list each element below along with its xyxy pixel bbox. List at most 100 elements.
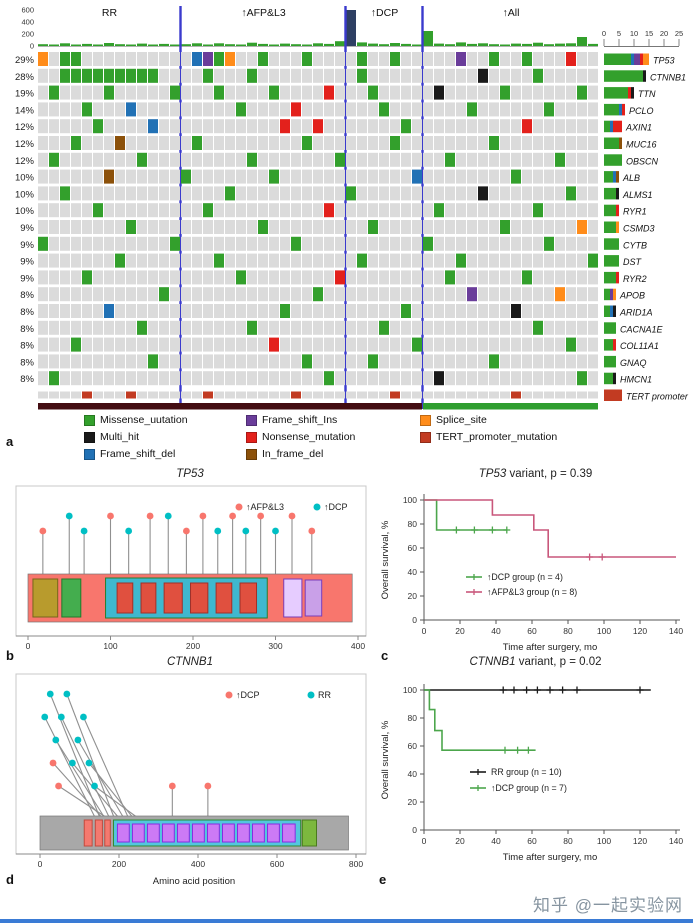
oncoprint-cell xyxy=(269,152,279,167)
gene-name: CSMD3 xyxy=(623,224,655,234)
oncoprint-cell xyxy=(104,320,114,335)
oncoprint-cell xyxy=(225,203,235,218)
oncoprint-mutation-cell xyxy=(115,68,125,83)
oncoprint-cell xyxy=(511,253,521,268)
oncoprint-cell xyxy=(126,203,136,218)
oncoprint-cell xyxy=(412,320,422,335)
oncoprint-cell xyxy=(247,102,257,117)
oncoprint-cell xyxy=(104,119,114,134)
panel-d: CTNNB1 0 200 400 600 800 ↑DCP RR Amino acid pos… xyxy=(4,656,376,892)
oncoprint-cell xyxy=(247,136,257,150)
oncoprint-cell xyxy=(511,186,521,201)
oncoprint-cell xyxy=(280,287,290,302)
oncoprint-mutation-cell xyxy=(269,85,279,100)
tmb-bar xyxy=(71,44,81,46)
oncoprint-cell xyxy=(511,152,521,167)
oncoprint-cell xyxy=(434,236,444,251)
oncoprint-cell xyxy=(544,85,554,100)
oncoprint-cell xyxy=(93,220,103,234)
oncoprint-mutation-cell xyxy=(544,102,554,117)
oncoprint-cell xyxy=(247,236,257,251)
oncoprint-cell xyxy=(269,220,279,234)
oncoprint-cell xyxy=(445,236,455,251)
oncoprint-cell xyxy=(368,287,378,302)
lollipop-title-ctnnb1: CTNNB1 xyxy=(4,656,376,668)
oncoprint-cell xyxy=(126,136,136,150)
oncoprint-cell xyxy=(225,270,235,285)
oncoprint-cell xyxy=(412,119,422,134)
oncoprint-cell xyxy=(280,203,290,218)
oncoprint-cell xyxy=(390,186,400,201)
oncoprint-mutation-cell xyxy=(214,85,224,100)
oncoprint-cell xyxy=(137,354,147,369)
oncoprint-cell xyxy=(335,52,345,66)
oncoprint-cell xyxy=(115,304,125,318)
legend-label: TERT_promoter_mutation xyxy=(436,431,558,443)
oncoprint-cell xyxy=(577,354,587,369)
oncoprint-cell xyxy=(533,85,543,100)
oncoprint-cell xyxy=(38,320,48,335)
oncoprint-mutation-cell xyxy=(456,253,466,268)
oncoprint-cell xyxy=(412,253,422,268)
oncoprint-cell xyxy=(137,102,147,117)
oncoprint-cell xyxy=(566,371,576,386)
oncoprint-cell xyxy=(357,203,367,218)
oncoprint-cell xyxy=(456,320,466,335)
oncoprint-cell xyxy=(368,236,378,251)
oncoprint-cell xyxy=(511,220,521,234)
oncoprint-cell xyxy=(346,253,356,268)
oncoprint-cell xyxy=(38,270,48,285)
oncoprint-cell xyxy=(302,68,312,83)
gene-count-bar xyxy=(622,103,625,116)
tmb-bar xyxy=(115,44,125,46)
oncoprint-cell xyxy=(60,253,70,268)
oncoprint-cell xyxy=(159,220,169,234)
gene-count-bar xyxy=(604,372,613,385)
oncoprint-cell xyxy=(555,354,565,369)
legend-item: Missense_uutation xyxy=(84,414,242,426)
gene-percent: 8% xyxy=(20,307,34,318)
oncoprint-cell xyxy=(137,169,147,184)
oncoprint-cell xyxy=(126,119,136,134)
oncoprint-cell xyxy=(335,186,345,201)
oncoprint-cell xyxy=(82,203,92,218)
oncoprint-cell xyxy=(368,52,378,66)
oncoprint-cell xyxy=(159,270,169,285)
oncoprint-cell xyxy=(423,320,433,335)
oncoprint-cell xyxy=(104,203,114,218)
oncoprint-cell xyxy=(115,220,125,234)
oncoprint-cell xyxy=(577,52,587,66)
oncoprint-cell xyxy=(346,203,356,218)
oncoprint-mutation-cell xyxy=(280,119,290,134)
oncoprint-mutation-cell xyxy=(434,371,444,386)
gene-count-bar xyxy=(610,288,613,301)
oncoprint-mutation-cell xyxy=(522,119,532,134)
oncoprint-cell xyxy=(401,320,411,335)
oncoprint-cell xyxy=(357,186,367,201)
oncoprint-cell xyxy=(456,236,466,251)
oncoprint-cell xyxy=(181,68,191,83)
oncoprint-cell xyxy=(467,304,477,318)
oncoprint-mutation-cell xyxy=(225,52,235,66)
oncoprint-cell xyxy=(82,304,92,318)
oncoprint-cell xyxy=(423,337,433,352)
oncoprint-cell xyxy=(203,371,213,386)
oncoprint-cell xyxy=(38,68,48,83)
oncoprint-cell xyxy=(258,68,268,83)
protein-domain xyxy=(237,823,250,843)
oncoprint-cell xyxy=(588,304,598,318)
oncoprint-cell xyxy=(115,119,125,134)
oncoprint-cell xyxy=(566,136,576,150)
mutation-dot xyxy=(199,512,207,520)
oncoprint-cell xyxy=(500,52,510,66)
oncoprint-cell xyxy=(71,203,81,218)
oncoprint-mutation-cell xyxy=(291,236,301,251)
oncoprint-cell xyxy=(489,337,499,352)
oncoprint-cell xyxy=(368,68,378,83)
oncoprint-cell xyxy=(368,203,378,218)
oncoprint-cell xyxy=(478,270,488,285)
oncoprint-cell xyxy=(38,371,48,386)
oncoprint-cell xyxy=(137,287,147,302)
oncoprint-mutation-cell xyxy=(203,203,213,218)
oncoprint-cell xyxy=(181,371,191,386)
